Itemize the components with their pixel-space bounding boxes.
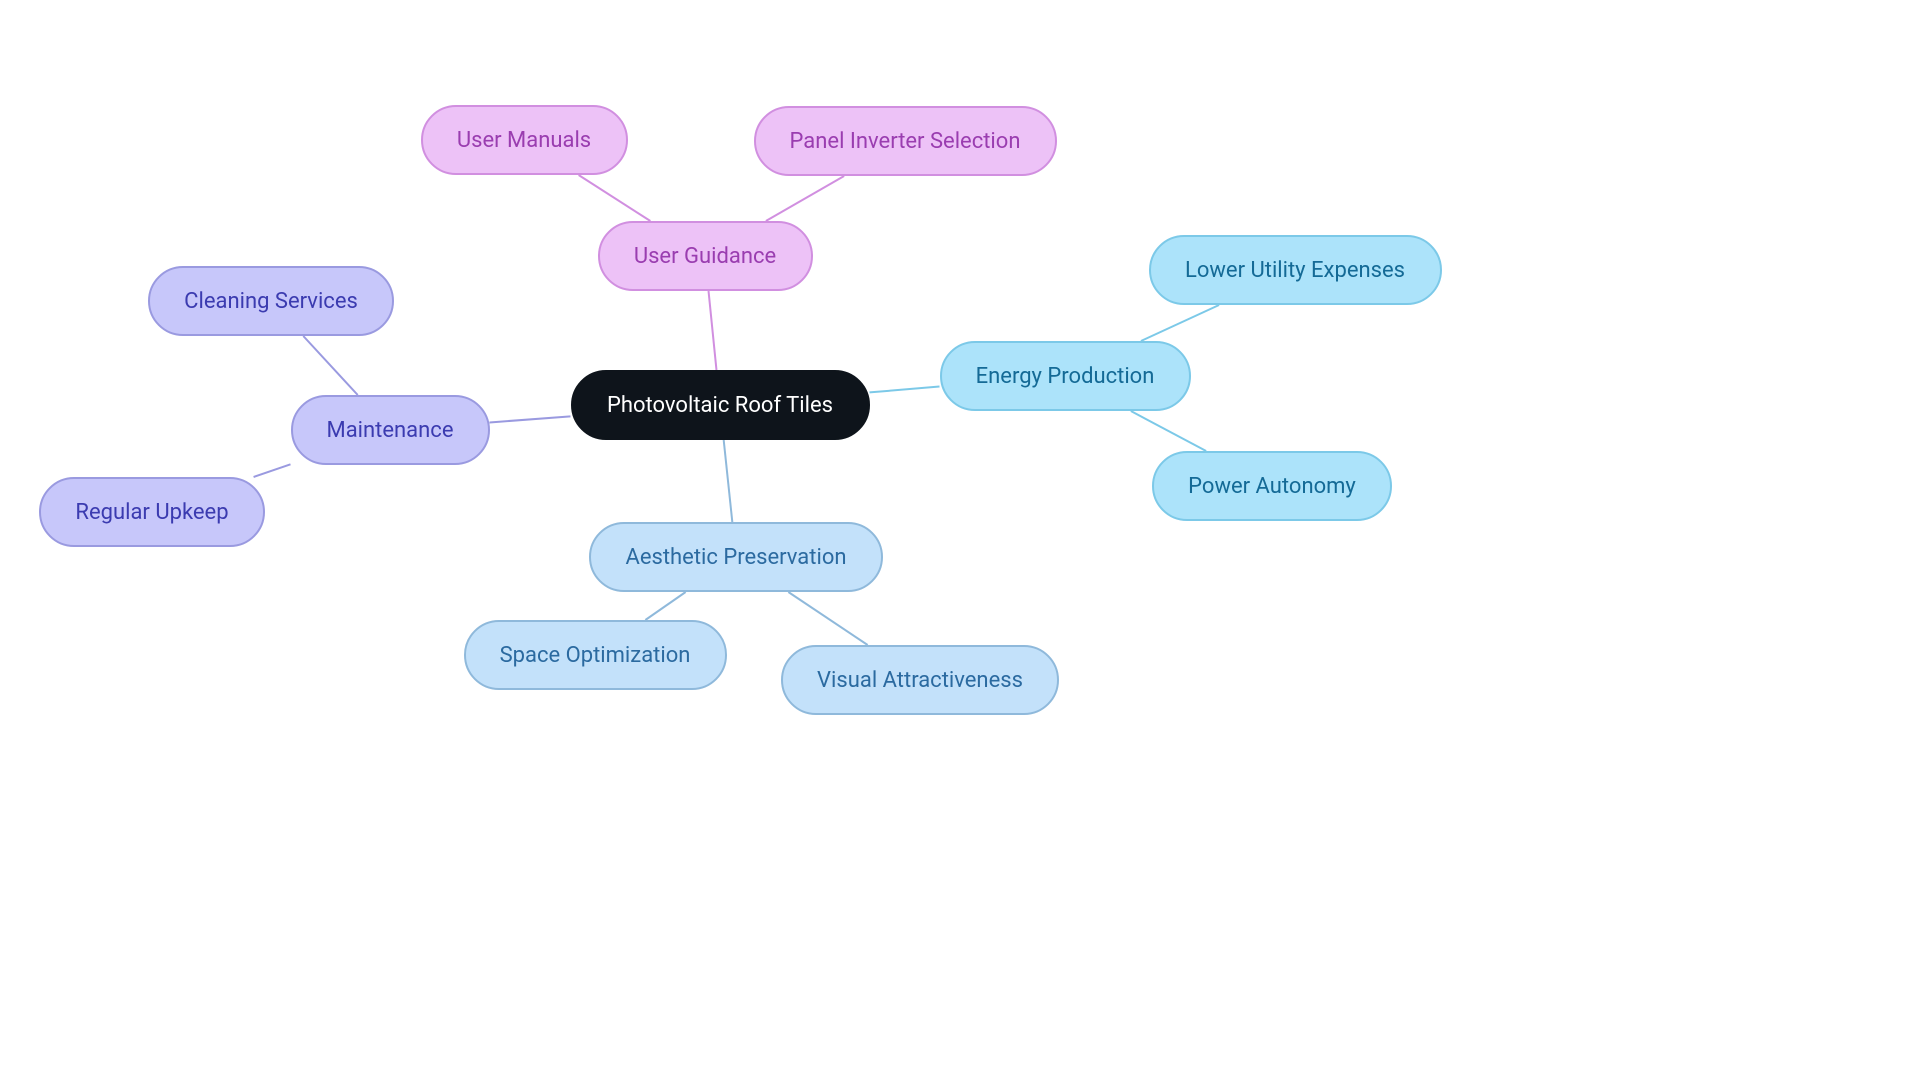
mindmap-node-label: Maintenance — [327, 418, 454, 443]
mindmap-edge — [490, 416, 571, 422]
mindmap-node-aesth: Aesthetic Preservation — [589, 522, 883, 592]
mindmap-node-power: Power Autonomy — [1152, 451, 1392, 521]
mindmap-edge — [788, 592, 867, 645]
mindmap-node-visual: Visual Attractiveness — [781, 645, 1059, 715]
mindmap-edge — [579, 175, 651, 221]
mindmap-edge — [1141, 305, 1219, 341]
mindmap-edge — [870, 387, 940, 393]
mindmap-edge — [1131, 411, 1206, 451]
mindmap-edge — [645, 592, 685, 620]
mindmap-node-label: Energy Production — [976, 364, 1155, 389]
mindmap-node-label: Aesthetic Preservation — [625, 545, 846, 570]
mindmap-edge — [254, 464, 291, 477]
mindmap-node-energy: Energy Production — [940, 341, 1191, 411]
mindmap-node-label: Space Optimization — [500, 643, 691, 668]
mindmap-node-label: Photovoltaic Roof Tiles — [607, 393, 833, 418]
mindmap-node-lower: Lower Utility Expenses — [1149, 235, 1442, 305]
mindmap-node-label: User Manuals — [457, 128, 591, 153]
mindmap-node-space: Space Optimization — [464, 620, 727, 690]
mindmap-node-label: Cleaning Services — [184, 289, 358, 314]
mindmap-node-label: Panel Inverter Selection — [790, 129, 1021, 154]
mindmap-node-upkeep: Regular Upkeep — [39, 477, 265, 547]
mindmap-node-label: Visual Attractiveness — [817, 668, 1023, 693]
mindmap-node-label: Lower Utility Expenses — [1185, 258, 1405, 283]
mindmap-node-maint: Maintenance — [291, 395, 490, 465]
mindmap-node-guide: User Guidance — [598, 221, 813, 291]
mindmap-node-clean: Cleaning Services — [148, 266, 394, 336]
mindmap-node-root: Photovoltaic Roof Tiles — [571, 370, 870, 440]
mindmap-edge — [303, 336, 357, 395]
mindmap-edge — [709, 291, 717, 370]
mindmap-node-label: User Guidance — [634, 244, 776, 269]
mindmap-edge — [766, 176, 844, 221]
mindmap-node-label: Regular Upkeep — [75, 500, 228, 525]
mindmap-node-label: Power Autonomy — [1188, 474, 1356, 499]
mindmap-edge — [724, 440, 733, 522]
mindmap-node-manual: User Manuals — [421, 105, 628, 175]
mindmap-node-panel: Panel Inverter Selection — [754, 106, 1057, 176]
